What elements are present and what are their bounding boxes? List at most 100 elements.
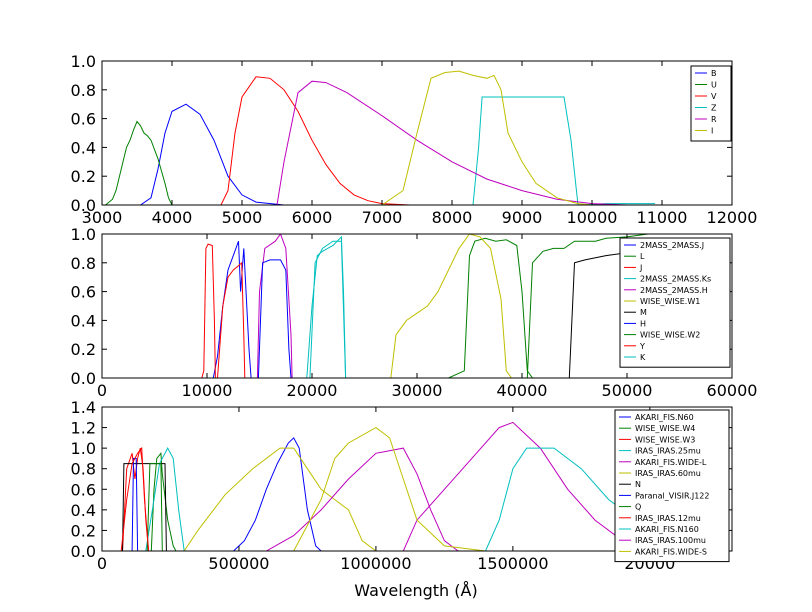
y-tick-label: 0.6 xyxy=(71,480,96,499)
y-tick-label: 1.4 xyxy=(71,398,96,417)
x-tick-label: 50000 xyxy=(602,381,653,400)
y-tick-label: 0.8 xyxy=(71,81,96,100)
axes-frame xyxy=(101,60,733,206)
series-line-akari-fis-wide-l xyxy=(402,421,664,551)
x-tick-label: 10000 xyxy=(567,208,618,227)
legend-label: H xyxy=(640,319,646,328)
series-line-r xyxy=(276,80,628,205)
legend-label: WISE_WISE.W1 xyxy=(640,297,700,306)
series-line-y xyxy=(201,243,216,378)
x-tick-label: 0 xyxy=(97,554,107,573)
x-tick-label: 5000 xyxy=(222,208,263,227)
x-tick-label: 7000 xyxy=(362,208,403,227)
series-line-wise-wise-w2 xyxy=(526,234,659,378)
series-line-h xyxy=(257,259,292,378)
y-tick-label: 0.6 xyxy=(71,283,96,302)
panel-2: 0 10000 20000 30000 40000 50000 60000 0.0 0.2 0.4… xyxy=(71,225,758,400)
series-line-u xyxy=(105,120,173,205)
x-tick-label: 12000 xyxy=(707,208,758,227)
series-line-iras-iras-12mu xyxy=(120,446,150,551)
y-tick-label: 0.4 xyxy=(71,311,96,330)
y-tick-label: 0.8 xyxy=(71,460,96,479)
series-line-wise-wise-w4 xyxy=(150,451,177,551)
x-tick-label: 1000000 xyxy=(340,554,411,573)
x-tick-label: 20000 xyxy=(287,381,338,400)
legend: 2MASS_2MASS.J LJ 2MASS_2MASS.Ks 2MASS_2MASS… xyxy=(619,237,731,368)
y-tick-label: 0.2 xyxy=(71,167,96,186)
legend-label: AKARI_FIS.N160 xyxy=(635,525,699,534)
y-tick-label: 0.0 xyxy=(71,542,96,561)
legend-label: B xyxy=(711,69,717,78)
axes-frame xyxy=(101,406,733,552)
legend-label: I xyxy=(711,127,713,136)
series-line-z xyxy=(472,96,655,205)
x-tick-label: 40000 xyxy=(497,381,548,400)
series-line-n xyxy=(122,463,167,551)
legend-label: Y xyxy=(639,342,645,351)
legend-label: K xyxy=(640,353,646,362)
x-tick-label: 4000 xyxy=(152,208,193,227)
series-line-k xyxy=(309,240,347,378)
legend: AKARI_FIS.N60 WISE_WISE.W4 WISE_WISE.W3 IRA… xyxy=(614,409,730,563)
y-tick-label: 1.0 xyxy=(71,52,96,71)
panels: 3000 4000 5000 6000 7000 8000 9000 10000 11000 12… xyxy=(71,52,758,573)
series-line-iras-iras-25mu xyxy=(145,447,185,551)
legend-label: J xyxy=(639,263,642,272)
series-line-iras-iras-60mu xyxy=(183,447,377,551)
legend-label: 2MASS_2MASS.H xyxy=(640,286,708,295)
legend-label: Q xyxy=(635,503,641,512)
y-tick-label: 0.4 xyxy=(71,501,96,520)
y-tick-label: 0.0 xyxy=(71,196,96,215)
x-tick-label: 11000 xyxy=(637,208,688,227)
legend-box xyxy=(690,65,732,142)
legend-label: 2MASS_2MASS.J xyxy=(640,241,704,250)
series-line-akari-fis-wide-s xyxy=(293,427,486,551)
legend-box xyxy=(619,237,731,368)
legend-label: M xyxy=(640,308,647,317)
legend-label: WISE_WISE.W4 xyxy=(635,424,695,433)
x-tick-label: 0 xyxy=(97,381,107,400)
series-line-paranal-visir-j122 xyxy=(131,457,139,551)
series-line-akari-fis-n60 xyxy=(233,437,322,551)
y-tick-label: 1.0 xyxy=(71,439,96,458)
series-line-wise-wise-w1 xyxy=(390,234,512,378)
x-tick-label: 3000 xyxy=(82,208,123,227)
y-tick-label: 0.2 xyxy=(71,340,96,359)
panel-3: 0 500000 1000000 1500000 200000.00.20.40.60.… xyxy=(71,398,733,573)
legend-label: AKARI_FIS.WIDE-S xyxy=(635,547,707,556)
y-tick-label: 0.6 xyxy=(71,110,96,129)
series-line-l xyxy=(427,237,533,378)
y-tick-label: 1.0 xyxy=(71,225,96,244)
x-tick-label: 500000 xyxy=(208,554,269,573)
legend-box xyxy=(614,409,730,563)
legend-label: AKARI_FIS.WIDE-L xyxy=(635,458,707,467)
legend-label: U xyxy=(711,81,717,90)
legend-label: Paranal_VISIR.J122 xyxy=(635,491,709,500)
panel-1: 3000 4000 5000 6000 7000 8000 9000 10000 11000 12… xyxy=(71,52,758,227)
legend-label: AKARI_FIS.N60 xyxy=(635,413,694,422)
legend-label: 2MASS_2MASS.Ks xyxy=(640,275,711,284)
x-tick-label: 60000 xyxy=(707,381,758,400)
y-tick-label: 0.4 xyxy=(71,138,96,157)
legend-label: V xyxy=(711,92,717,101)
series-line-iras-iras-100mu xyxy=(266,447,459,551)
x-tick-label: 10000 xyxy=(182,381,233,400)
series-line-b xyxy=(140,103,285,205)
x-axis-label: Wavelength (Å) xyxy=(354,581,477,600)
legend-label: L xyxy=(640,252,645,261)
legend-label: WISE_WISE.W3 xyxy=(635,435,695,444)
legend-label: R xyxy=(711,115,717,124)
x-tick-label: 9000 xyxy=(502,208,543,227)
series-line-j xyxy=(217,261,246,378)
legend-label: Z xyxy=(711,104,717,113)
x-tick-label: 1500000 xyxy=(477,554,548,573)
legend-label: IRAS_IRAS.60mu xyxy=(635,469,701,478)
x-tick-label: 6000 xyxy=(292,208,333,227)
y-tick-label: 0.2 xyxy=(71,521,96,540)
x-tick-label: 8000 xyxy=(432,208,473,227)
legend-label: WISE_WISE.W2 xyxy=(640,331,700,340)
series-line-2mass-2mass-j xyxy=(212,241,252,378)
series-line-q xyxy=(146,463,163,551)
